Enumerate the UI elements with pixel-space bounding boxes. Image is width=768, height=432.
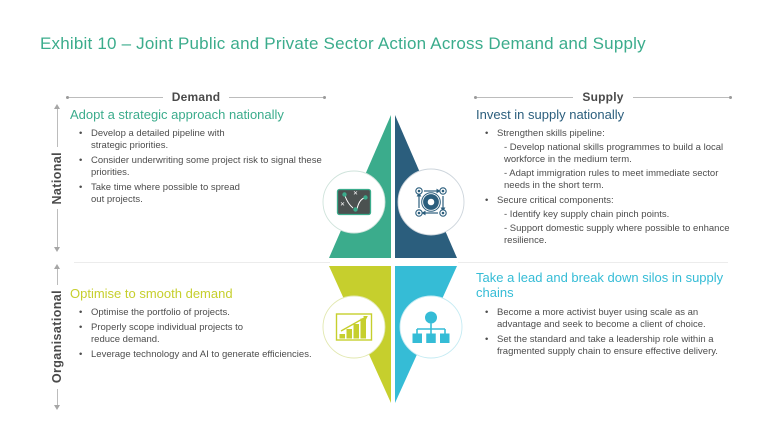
axis-end-dot	[66, 95, 69, 99]
quadrant-heading: Take a lead and break down silos in supp…	[476, 270, 724, 301]
bullet-item: • Develop a detailed pipeline with strate…	[79, 128, 332, 152]
axis-line	[56, 388, 58, 405]
center-diagram: ✕ ✕	[322, 115, 465, 403]
bullet-text: Optimise the portfolio of projects.	[91, 307, 230, 319]
axis-line	[56, 209, 58, 248]
page-title: Exhibit 10 – Joint Public and Private Se…	[40, 34, 646, 53]
national-axis: National	[40, 104, 74, 253]
bullet-item: • Take time where possible to spread out …	[79, 182, 332, 206]
arrow-down-icon	[54, 405, 60, 410]
growth-chart-icon	[322, 295, 386, 359]
axis-line	[56, 269, 58, 286]
bullet-marker: •	[79, 128, 83, 140]
bullet-text: Take time where possible to spread out p…	[91, 182, 240, 206]
quadrant-heading: Adopt a strategic approach nationally	[70, 107, 284, 122]
bullet-text: Set the standard and take a leadership r…	[497, 333, 718, 357]
bullet-list: • Optimise the portfolio of projects. • Pro…	[70, 307, 338, 361]
bullet-marker: •	[485, 333, 489, 345]
demand-axis: Demand	[66, 90, 327, 104]
bullet-subitem: - Develop national skills programmes to …	[504, 142, 724, 166]
quadrant-supply-organisational: Take a lead and break down silos in supp…	[476, 270, 750, 361]
strategy-board-icon: ✕ ✕	[322, 170, 386, 234]
bullet-subitem: - Support domestic supply where possible…	[504, 223, 730, 247]
bullet-marker: •	[79, 155, 83, 167]
bullet-subitem: - Identify key supply chain pinch points…	[504, 209, 670, 221]
bullet-item: • Consider underwriting some project risk…	[79, 155, 332, 179]
bullet-marker: •	[485, 195, 489, 207]
demand-axis-label: Demand	[171, 90, 221, 104]
supply-axis: Supply	[474, 90, 733, 104]
axis-line	[229, 96, 324, 98]
bullet-item: • Properly scope individual projects to r…	[79, 322, 338, 346]
supply-axis-label: Supply	[582, 90, 624, 104]
row-divider	[74, 262, 330, 263]
quadrant-demand-organisational: Optimise to smooth demand • Optimise the …	[70, 286, 338, 364]
arrow-up-icon	[54, 264, 60, 269]
row-divider	[458, 262, 728, 263]
bullet-text: Develop a detailed pipeline with strateg…	[91, 128, 225, 152]
axis-line	[477, 96, 574, 98]
bullet-marker: •	[79, 322, 83, 334]
bullet-subitem: - Adapt immigration rules to meet immedi…	[504, 168, 719, 192]
bullet-list: • Become a more activist buyer using scal…	[476, 307, 750, 358]
bullet-text: Secure critical components:	[497, 195, 614, 207]
bullet-marker: •	[79, 182, 83, 194]
quadrant-supply-national: Invest in supply nationally • Strengthen …	[476, 107, 744, 250]
bullet-text: Leverage technology and AI to generate e…	[91, 349, 312, 361]
axis-end-dot	[474, 95, 477, 99]
bullet-item: • Optimise the portfolio of projects.	[79, 307, 338, 319]
quadrant-heading: Optimise to smooth demand	[70, 286, 233, 301]
bullet-item: • Secure critical components: - Identify k…	[485, 195, 744, 247]
axis-end-dot	[323, 95, 327, 99]
national-axis-label: National	[50, 151, 64, 205]
bullet-list: • Develop a detailed pipeline with strate…	[70, 128, 332, 206]
bullet-text: Properly scope individual projects to re…	[91, 322, 244, 346]
bullet-marker: •	[485, 306, 489, 318]
arrow-down-icon	[54, 247, 60, 253]
bullet-item: • Strengthen skills pipeline: - Develop na…	[485, 128, 744, 192]
axis-end-dot	[729, 95, 733, 99]
organisational-axis-label: Organisational	[50, 290, 64, 384]
bullet-list: • Strengthen skills pipeline: - Develop na…	[476, 128, 744, 247]
svg-text:✕: ✕	[340, 201, 345, 208]
organisational-axis: Organisational	[40, 264, 74, 410]
svg-text:✕: ✕	[353, 190, 358, 197]
bullet-marker: •	[485, 128, 489, 140]
org-hierarchy-icon	[399, 295, 463, 359]
arrow-up-icon	[54, 104, 60, 109]
quadrant-demand-national: Adopt a strategic approach nationally • D…	[70, 107, 332, 209]
bullet-marker: •	[79, 307, 83, 319]
scale-components-icon	[397, 168, 465, 236]
quadrant-heading: Invest in supply nationally	[476, 107, 625, 122]
bullet-text: Strengthen skills pipeline:	[497, 128, 605, 140]
bullet-item: • Set the standard and take a leadership …	[485, 334, 750, 358]
bullet-marker: •	[79, 349, 83, 361]
bullet-item: • Become a more activist buyer using scal…	[485, 307, 750, 331]
axis-line	[69, 96, 163, 98]
bullet-text: Consider underwriting some project risk …	[91, 155, 322, 179]
bullet-item: • Leverage technology and AI to generate …	[79, 349, 338, 361]
bullet-text: Become a more activist buyer using scale…	[497, 306, 706, 330]
axis-line	[56, 109, 58, 147]
axis-line	[632, 96, 730, 98]
